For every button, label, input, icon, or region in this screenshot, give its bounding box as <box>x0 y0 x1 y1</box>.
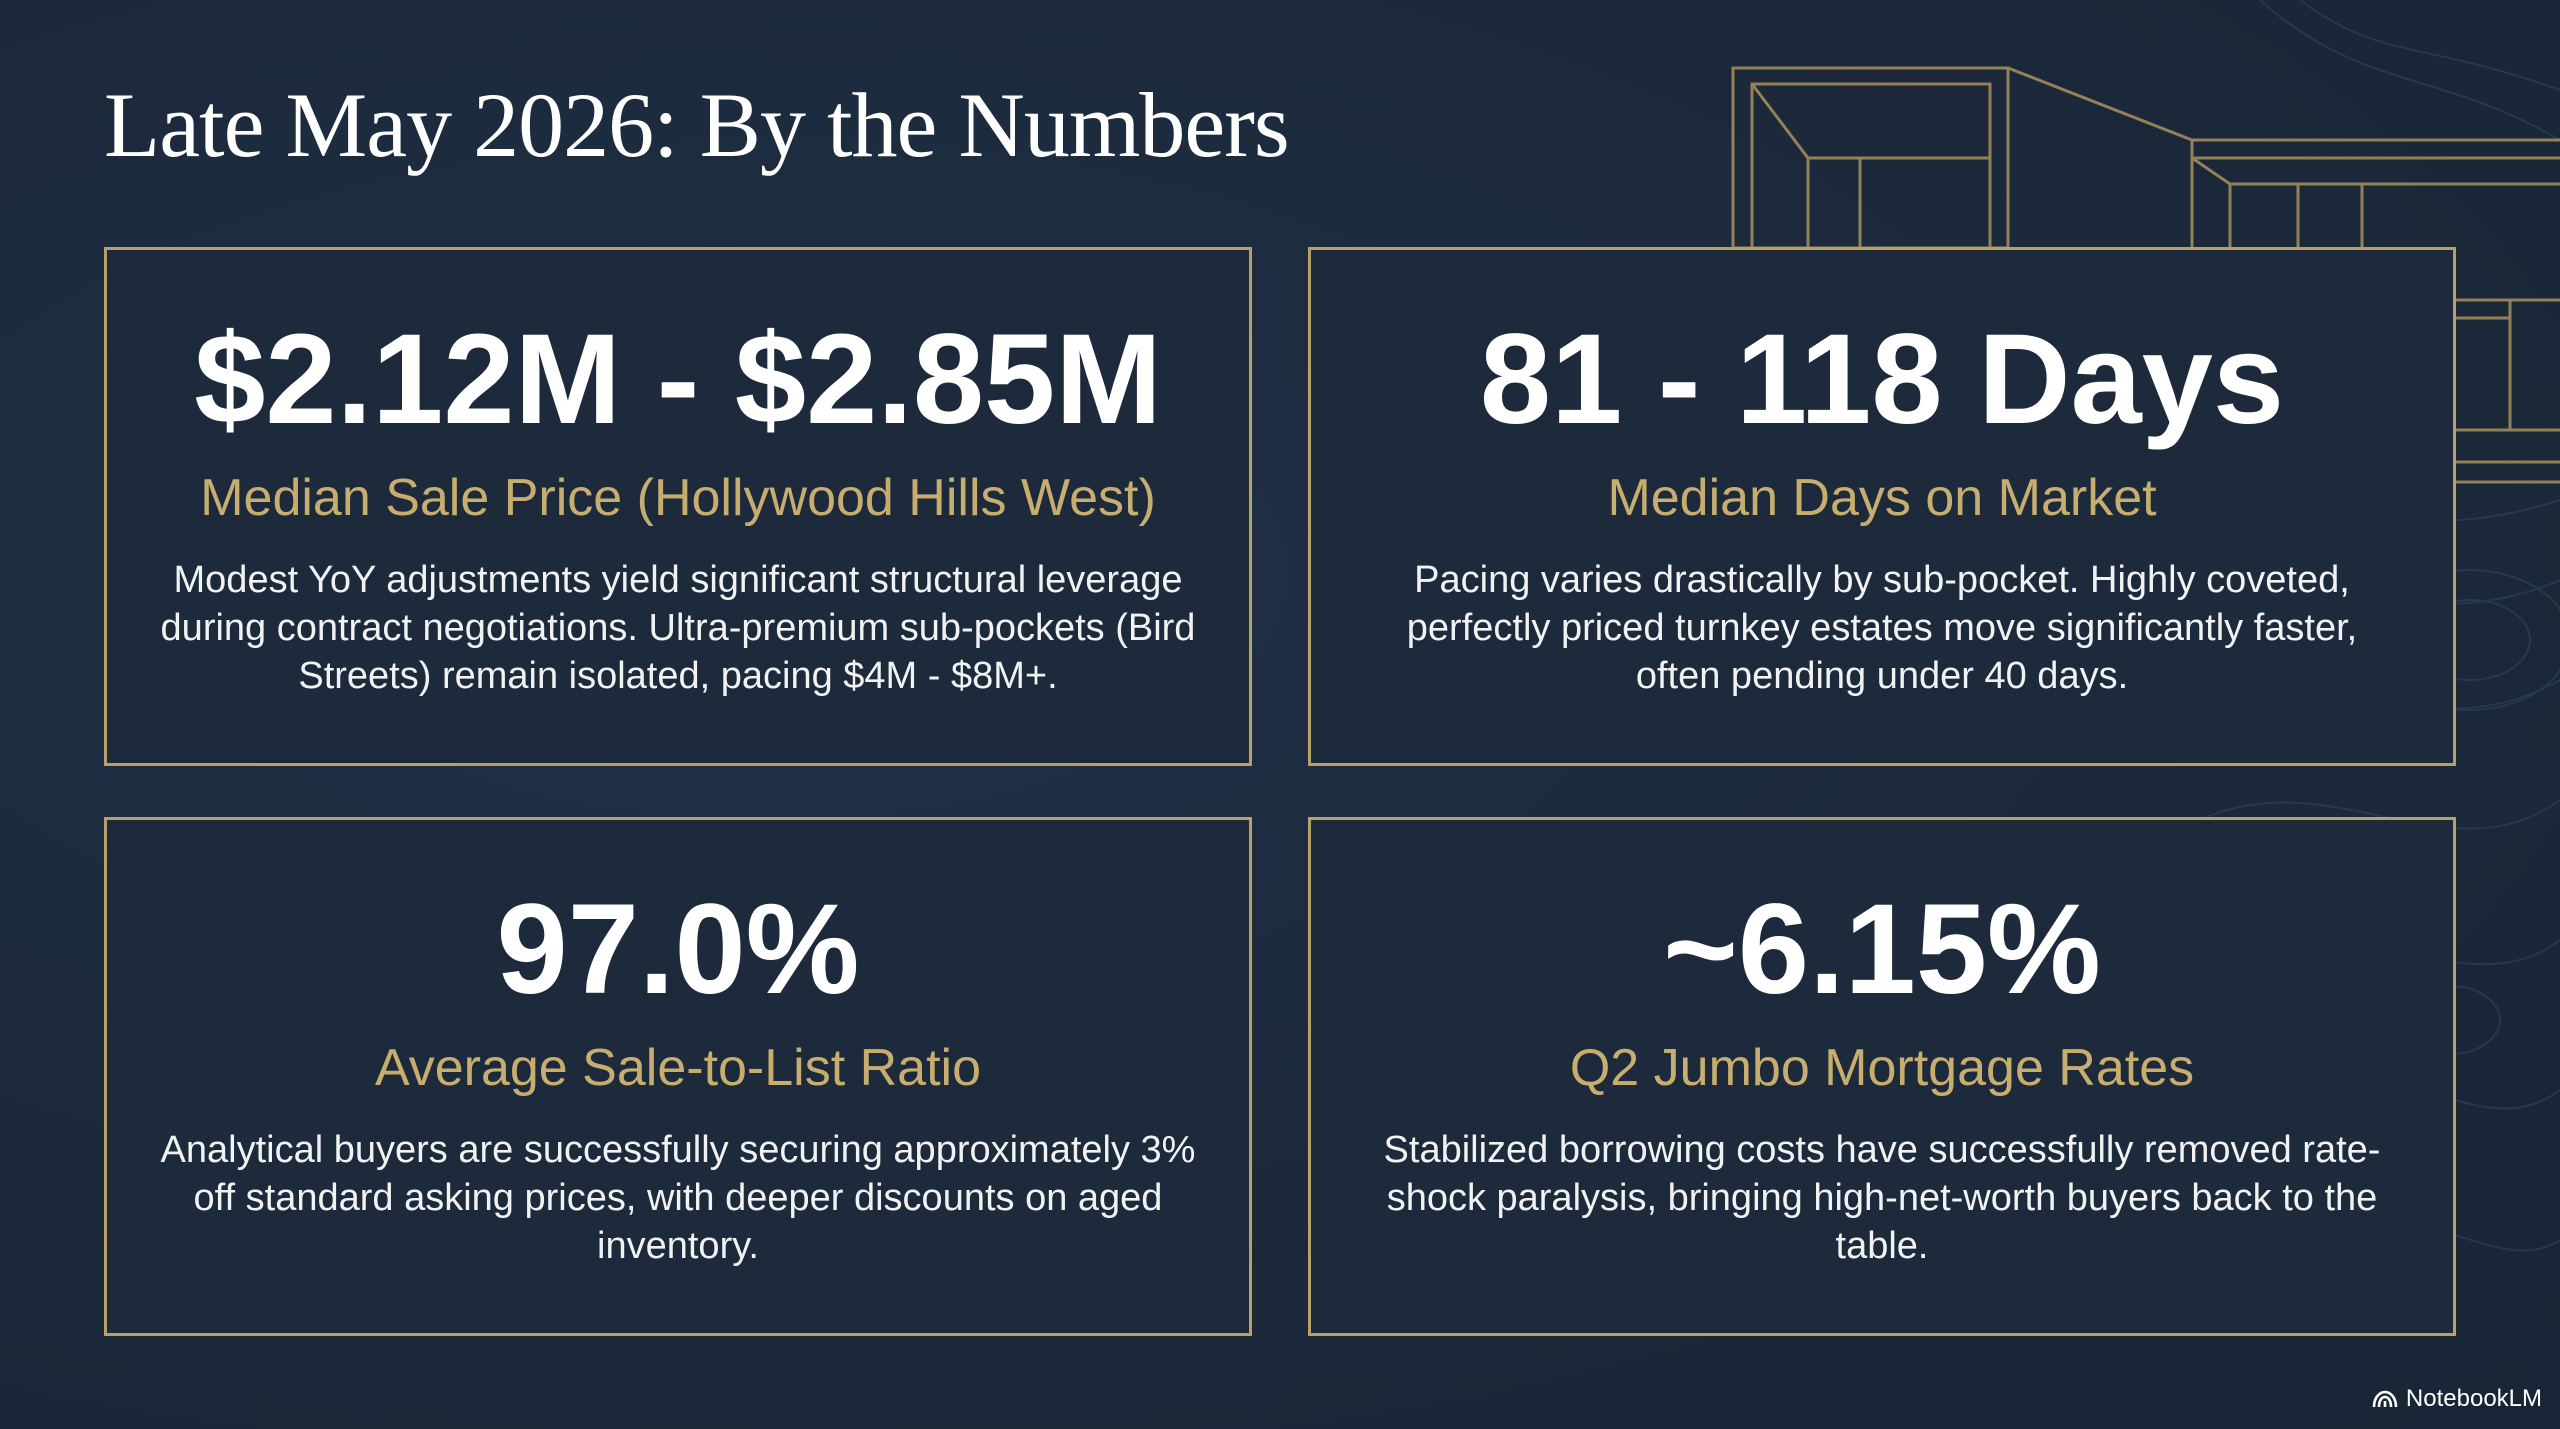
stat-value: 97.0% <box>496 878 860 1021</box>
stat-value: 81 - 118 Days <box>1479 308 2285 451</box>
stat-description: Stabilized borrowing costs have successf… <box>1383 1129 2381 1267</box>
stat-card-days-on-market: 81 - 118 Days Median Days on Market Paci… <box>1308 247 2456 766</box>
stat-description: Modest YoY adjustments yield significant… <box>160 559 1196 697</box>
notebooklm-watermark: NotebookLM <box>2372 1385 2542 1413</box>
stat-description: Pacing varies drastically by sub-pocket.… <box>1406 559 2358 697</box>
stat-card-sale-to-list-ratio: 97.0% Average Sale-to-List Ratio Analyti… <box>104 817 1252 1336</box>
stat-label: Median Sale Price (Hollywood Hills West) <box>200 469 1156 527</box>
stat-label: Median Days on Market <box>1607 469 2157 527</box>
stat-value: ~6.15% <box>1663 878 2101 1021</box>
slide-title: Late May 2026: By the Numbers <box>104 74 1290 176</box>
stat-label: Average Sale-to-List Ratio <box>374 1039 982 1097</box>
stat-label: Q2 Jumbo Mortgage Rates <box>1569 1039 2195 1097</box>
stat-description: Analytical buyers are successfully secur… <box>160 1129 1196 1267</box>
stat-card-jumbo-mortgage-rates: ~6.15% Q2 Jumbo Mortgage Rates Stabilize… <box>1308 817 2456 1336</box>
stat-value: $2.12M - $2.85M <box>194 308 1162 451</box>
stat-card-median-sale-price: $2.12M - $2.85M Median Sale Price (Holly… <box>104 247 1252 766</box>
notebooklm-logo-icon <box>2372 1390 2398 1408</box>
brand-label: NotebookLM <box>2405 1385 2542 1412</box>
